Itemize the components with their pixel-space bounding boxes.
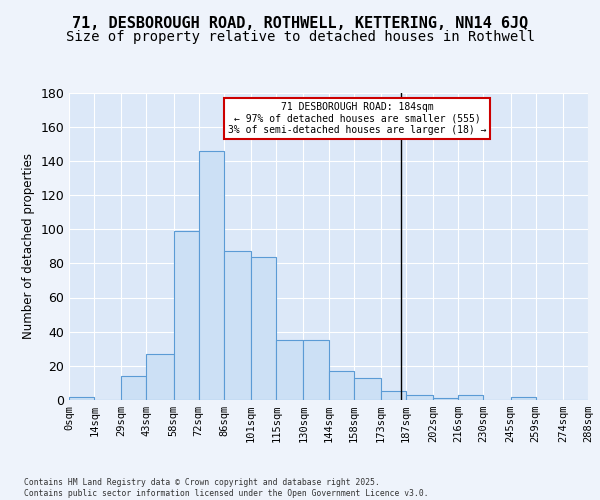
Bar bbox=[251, 256, 276, 400]
Bar bbox=[406, 395, 433, 400]
Bar bbox=[329, 371, 354, 400]
Bar bbox=[303, 340, 329, 400]
Bar bbox=[146, 354, 173, 400]
Text: Size of property relative to detached houses in Rothwell: Size of property relative to detached ho… bbox=[65, 30, 535, 44]
Y-axis label: Number of detached properties: Number of detached properties bbox=[22, 153, 35, 339]
Bar bbox=[354, 378, 381, 400]
Bar bbox=[511, 396, 536, 400]
Bar bbox=[381, 392, 406, 400]
Bar bbox=[69, 396, 94, 400]
Bar bbox=[199, 150, 224, 400]
Bar bbox=[173, 231, 199, 400]
Bar bbox=[433, 398, 458, 400]
Bar bbox=[121, 376, 146, 400]
Bar bbox=[276, 340, 303, 400]
Bar bbox=[224, 252, 251, 400]
Bar bbox=[458, 395, 484, 400]
Text: 71, DESBOROUGH ROAD, ROTHWELL, KETTERING, NN14 6JQ: 71, DESBOROUGH ROAD, ROTHWELL, KETTERING… bbox=[72, 16, 528, 31]
Text: 71 DESBOROUGH ROAD: 184sqm
← 97% of detached houses are smaller (555)
3% of semi: 71 DESBOROUGH ROAD: 184sqm ← 97% of deta… bbox=[228, 102, 486, 135]
Text: Contains HM Land Registry data © Crown copyright and database right 2025.
Contai: Contains HM Land Registry data © Crown c… bbox=[24, 478, 428, 498]
